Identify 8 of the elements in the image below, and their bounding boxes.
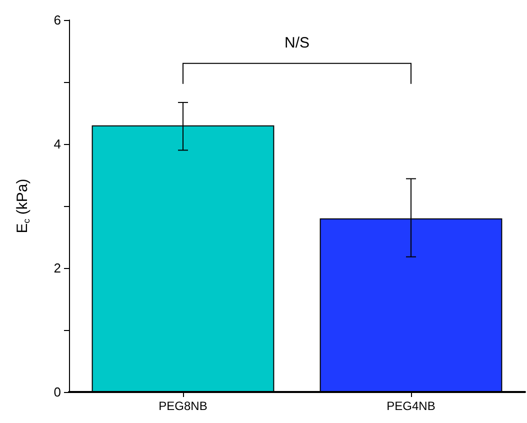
y-tick-label: 2 <box>54 260 61 276</box>
y-axis-title: Ec (kPa) <box>14 178 32 234</box>
x-tick-label: PEG8NB <box>158 399 208 413</box>
y-tick-label: 6 <box>54 12 61 28</box>
x-tick-label: PEG4NB <box>386 399 436 413</box>
y-tick-label: 4 <box>54 136 61 152</box>
y-tick-label: 0 <box>54 384 61 400</box>
annotation: N/S <box>284 34 310 52</box>
